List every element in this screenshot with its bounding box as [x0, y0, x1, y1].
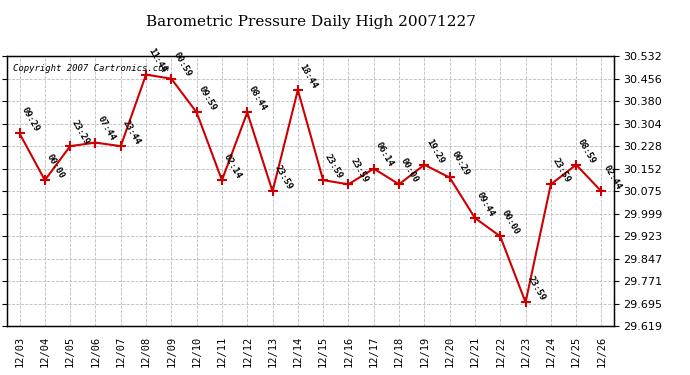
Text: Copyright 2007 Cartronics.com: Copyright 2007 Cartronics.com: [13, 64, 169, 74]
Text: 23:29: 23:29: [70, 118, 91, 146]
Text: 19:29: 19:29: [424, 137, 446, 165]
Text: 07:44: 07:44: [95, 115, 117, 142]
Text: 23:59: 23:59: [323, 152, 344, 180]
Text: 02:44: 02:44: [602, 164, 622, 191]
Text: 08:59: 08:59: [576, 137, 598, 165]
Text: 00:29: 00:29: [450, 150, 471, 177]
Text: 09:59: 09:59: [197, 85, 218, 112]
Text: 23:59: 23:59: [551, 156, 572, 184]
Text: 00:00: 00:00: [500, 209, 522, 236]
Text: 00:00: 00:00: [399, 156, 420, 184]
Text: 18:44: 18:44: [298, 62, 319, 90]
Text: 00:00: 00:00: [45, 152, 66, 180]
Text: 09:44: 09:44: [475, 190, 496, 218]
Text: 06:14: 06:14: [374, 141, 395, 169]
Text: 23:44: 23:44: [121, 118, 142, 146]
Text: 00:59: 00:59: [171, 51, 193, 79]
Text: 23:59: 23:59: [348, 156, 370, 184]
Text: 11:44: 11:44: [146, 47, 167, 75]
Text: 02:14: 02:14: [222, 152, 243, 180]
Text: 23:59: 23:59: [273, 164, 294, 191]
Text: 08:44: 08:44: [247, 85, 268, 112]
Text: 23:59: 23:59: [526, 274, 546, 302]
Text: 09:29: 09:29: [19, 106, 41, 134]
Text: Barometric Pressure Daily High 20071227: Barometric Pressure Daily High 20071227: [146, 15, 475, 29]
